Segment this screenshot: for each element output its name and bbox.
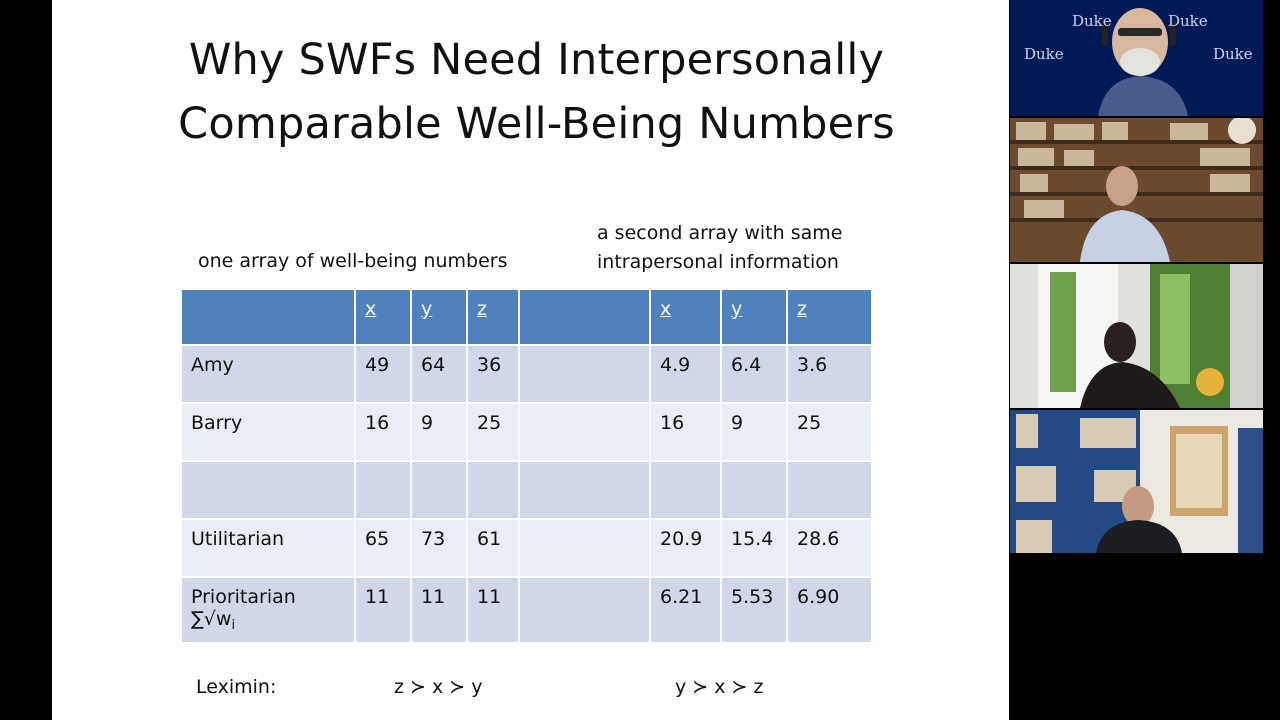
participant-video-1[interactable]: Duke Duke Duke Duke <box>1010 0 1263 116</box>
participant-video-3[interactable] <box>1010 264 1263 408</box>
table-cell <box>518 402 651 462</box>
participant-video-2-image <box>1010 118 1263 262</box>
table-cell: 16 <box>649 402 722 462</box>
formula-subscript: i <box>231 618 236 633</box>
table-cell: 16 <box>354 402 412 462</box>
participant-video-1-image <box>1010 0 1263 116</box>
duke-logo-text: Duke <box>1024 45 1064 63</box>
table-header-row: x y z x y z <box>180 288 873 346</box>
caption-second-array-line-2: intrapersonal information <box>597 251 839 273</box>
table-cell: 6.90 <box>786 576 873 644</box>
table-row: Prioritarian ∑√wi 11 11 11 6.21 5.53 6.9… <box>180 576 873 644</box>
table-cell: Utilitarian <box>180 518 356 578</box>
table-cell: 3.6 <box>786 344 873 404</box>
table-cell <box>518 460 651 520</box>
caption-second-array: a second array with same intrapersonal i… <box>597 219 842 277</box>
presentation-slide: Why SWFs Need Interpersonally Comparable… <box>52 0 1009 720</box>
table-cell: 11 <box>466 576 520 644</box>
participant-video-4[interactable] <box>1010 410 1263 553</box>
leximin-ranking-second: y ≻ x ≻ z <box>675 676 764 698</box>
participant-video-3-image <box>1010 264 1263 408</box>
table-cell: 36 <box>466 344 520 404</box>
table-cell <box>518 518 651 578</box>
slide-title-line-2: Comparable Well-Being Numbers <box>178 99 895 149</box>
header-cell: z <box>786 288 873 346</box>
table-cell <box>466 460 520 520</box>
table-cell <box>518 344 651 404</box>
table-cell: 28.6 <box>786 518 873 578</box>
table-cell: 9 <box>720 402 788 462</box>
duke-logo-text: Duke <box>1072 12 1112 30</box>
table-cell: 25 <box>786 402 873 462</box>
caption-second-array-line-1: a second array with same <box>597 222 843 244</box>
table-cell: 6.21 <box>649 576 722 644</box>
table-row: Amy 49 64 36 4.9 6.4 3.6 <box>180 344 873 404</box>
table-cell: Barry <box>180 402 356 462</box>
table-cell <box>649 460 722 520</box>
table-cell: 20.9 <box>649 518 722 578</box>
slide-title-line-1: Why SWFs Need Interpersonally <box>188 35 885 85</box>
table-cell: 65 <box>354 518 412 578</box>
table-row: Barry 16 9 25 16 9 25 <box>180 402 873 462</box>
prioritarian-label: Prioritarian <box>191 586 296 608</box>
table-cell: 49 <box>354 344 412 404</box>
table-cell: Amy <box>180 344 356 404</box>
table-cell: 73 <box>410 518 468 578</box>
table-cell: 5.53 <box>720 576 788 644</box>
header-cell <box>180 288 356 346</box>
table-row <box>180 460 873 520</box>
leximin-ranking-first: z ≻ x ≻ y <box>394 676 483 698</box>
caption-first-array: one array of well-being numbers <box>198 250 508 272</box>
participant-video-2[interactable] <box>1010 118 1263 262</box>
table-cell <box>180 460 356 520</box>
table-cell: 61 <box>466 518 520 578</box>
leximin-label: Leximin: <box>196 676 277 698</box>
duke-logo-text: Duke <box>1168 12 1208 30</box>
header-cell: x <box>354 288 412 346</box>
participant-video-4-image <box>1010 410 1263 553</box>
table-cell: 11 <box>354 576 412 644</box>
prioritarian-formula: ∑√wi <box>191 608 354 633</box>
table-cell <box>720 460 788 520</box>
table-cell: Prioritarian ∑√wi <box>180 576 356 644</box>
table-cell: 9 <box>410 402 468 462</box>
table-cell <box>410 460 468 520</box>
table-cell: 15.4 <box>720 518 788 578</box>
header-cell: y <box>720 288 788 346</box>
table-cell: 25 <box>466 402 520 462</box>
table-cell <box>354 460 412 520</box>
table-cell: 4.9 <box>649 344 722 404</box>
table-row: Utilitarian 65 73 61 20.9 15.4 28.6 <box>180 518 873 578</box>
slide-title: Why SWFs Need Interpersonally Comparable… <box>52 28 1021 156</box>
table-cell <box>518 576 651 644</box>
duke-logo-text: Duke <box>1213 45 1253 63</box>
header-cell: z <box>466 288 520 346</box>
table-cell: 64 <box>410 344 468 404</box>
header-cell: y <box>410 288 468 346</box>
header-cell: x <box>649 288 722 346</box>
header-cell <box>518 288 651 346</box>
table-cell <box>786 460 873 520</box>
formula-text: ∑√w <box>191 608 232 630</box>
well-being-table: x y z x y z Amy 49 64 36 4.9 6.4 3.6 Bar <box>180 288 873 644</box>
table-cell: 11 <box>410 576 468 644</box>
table-cell: 6.4 <box>720 344 788 404</box>
